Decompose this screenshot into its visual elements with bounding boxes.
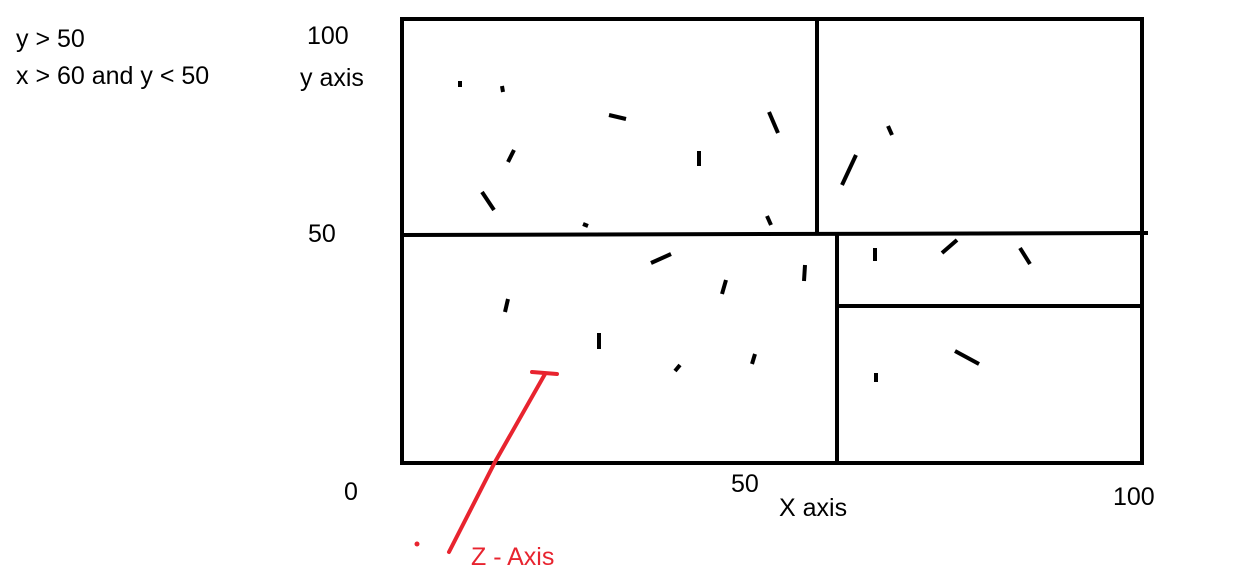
point-mark <box>767 111 780 134</box>
point-mark <box>802 264 807 282</box>
point-mark <box>506 149 516 163</box>
note-x-gt-60-y-lt-50: x > 60 and y < 50 <box>16 62 209 90</box>
x-tick-0: 0 <box>344 478 358 506</box>
note-y-gt-50: y > 50 <box>16 25 85 53</box>
point-mark <box>582 222 589 228</box>
z-axis-cap <box>530 370 559 376</box>
x-tick-100: 100 <box>1113 483 1155 511</box>
point-mark <box>503 298 510 313</box>
x-axis-label: X axis <box>779 494 847 522</box>
outer-boundary <box>400 17 1144 465</box>
point-marks <box>458 81 1032 382</box>
split-horizontal-mid <box>401 231 1149 237</box>
point-mark <box>840 154 858 186</box>
point-mark <box>954 349 980 366</box>
point-mark <box>1018 246 1032 266</box>
z-axis-line <box>447 372 547 554</box>
y-tick-50: 50 <box>308 220 336 248</box>
z-axis-dot <box>414 541 420 547</box>
axis-labels: 100 y axis 50 0 50 X axis 100 <box>300 22 1155 522</box>
point-mark <box>500 85 505 93</box>
y-tick-100: 100 <box>307 22 349 50</box>
region-notes: y > 50 x > 60 and y < 50 <box>16 25 209 90</box>
x-tick-50: 50 <box>731 470 759 498</box>
point-mark <box>886 125 894 136</box>
point-mark <box>673 363 682 373</box>
point-mark <box>650 252 672 265</box>
point-mark <box>480 190 496 212</box>
partition-grid <box>400 17 1149 465</box>
point-mark <box>608 113 627 121</box>
point-mark <box>750 353 757 365</box>
y-axis-label: y axis <box>300 64 364 92</box>
point-mark <box>765 215 773 226</box>
z-axis <box>447 370 559 554</box>
point-mark <box>940 238 959 255</box>
point-mark <box>720 279 728 295</box>
z-axis-label: Z - Axis <box>471 543 554 570</box>
